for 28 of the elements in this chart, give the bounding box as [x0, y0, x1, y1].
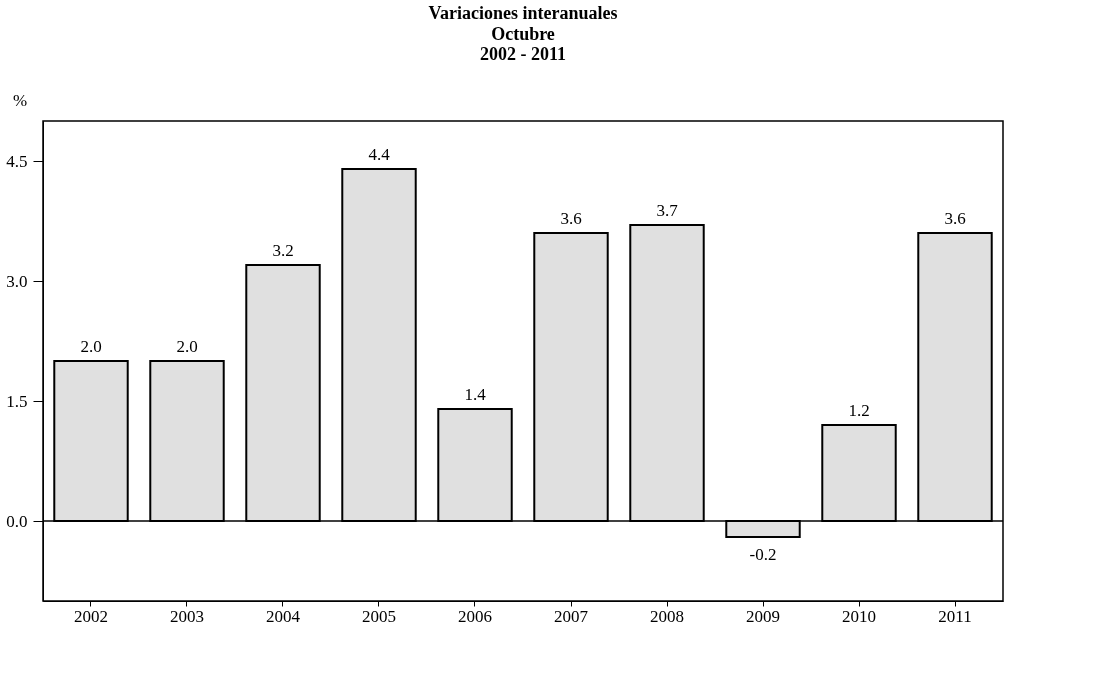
x-tick-label: 2006: [458, 606, 492, 626]
data-label: 4.4: [368, 145, 391, 164]
data-label: 2.0: [176, 337, 198, 356]
chart-title: Variaciones interanuales: [428, 3, 618, 23]
x-tick-label: 2010: [842, 606, 876, 626]
x-tick-label: 2011: [938, 606, 972, 626]
data-label: 3.2: [272, 241, 294, 260]
x-tick-label: 2004: [266, 606, 301, 626]
data-label: -0.2: [749, 545, 777, 564]
data-label: 3.7: [656, 201, 679, 220]
x-tick-label: 2002: [74, 606, 108, 626]
x-tick-label: 2008: [650, 606, 684, 626]
x-tick-label: 2005: [362, 606, 396, 626]
data-label: 3.6: [560, 209, 582, 228]
data-label: 3.6: [944, 209, 966, 228]
y-tick-label: 3.0: [6, 271, 28, 291]
y-tick-label: 4.5: [6, 151, 28, 171]
y-axis-title: %: [13, 91, 28, 110]
data-label: 2.0: [80, 337, 102, 356]
y-tick-label: 0.0: [6, 511, 28, 531]
x-tick-label: 2009: [746, 606, 780, 626]
text: Octubre: [491, 24, 555, 44]
x-tick-label: 2007: [554, 606, 589, 626]
text: 2002 - 2011: [479, 44, 567, 64]
data-label: 1.2: [848, 401, 870, 420]
x-tick-label: 2003: [170, 606, 204, 626]
y-tick-label: 1.5: [6, 391, 28, 411]
data-label: 1.4: [464, 385, 487, 404]
